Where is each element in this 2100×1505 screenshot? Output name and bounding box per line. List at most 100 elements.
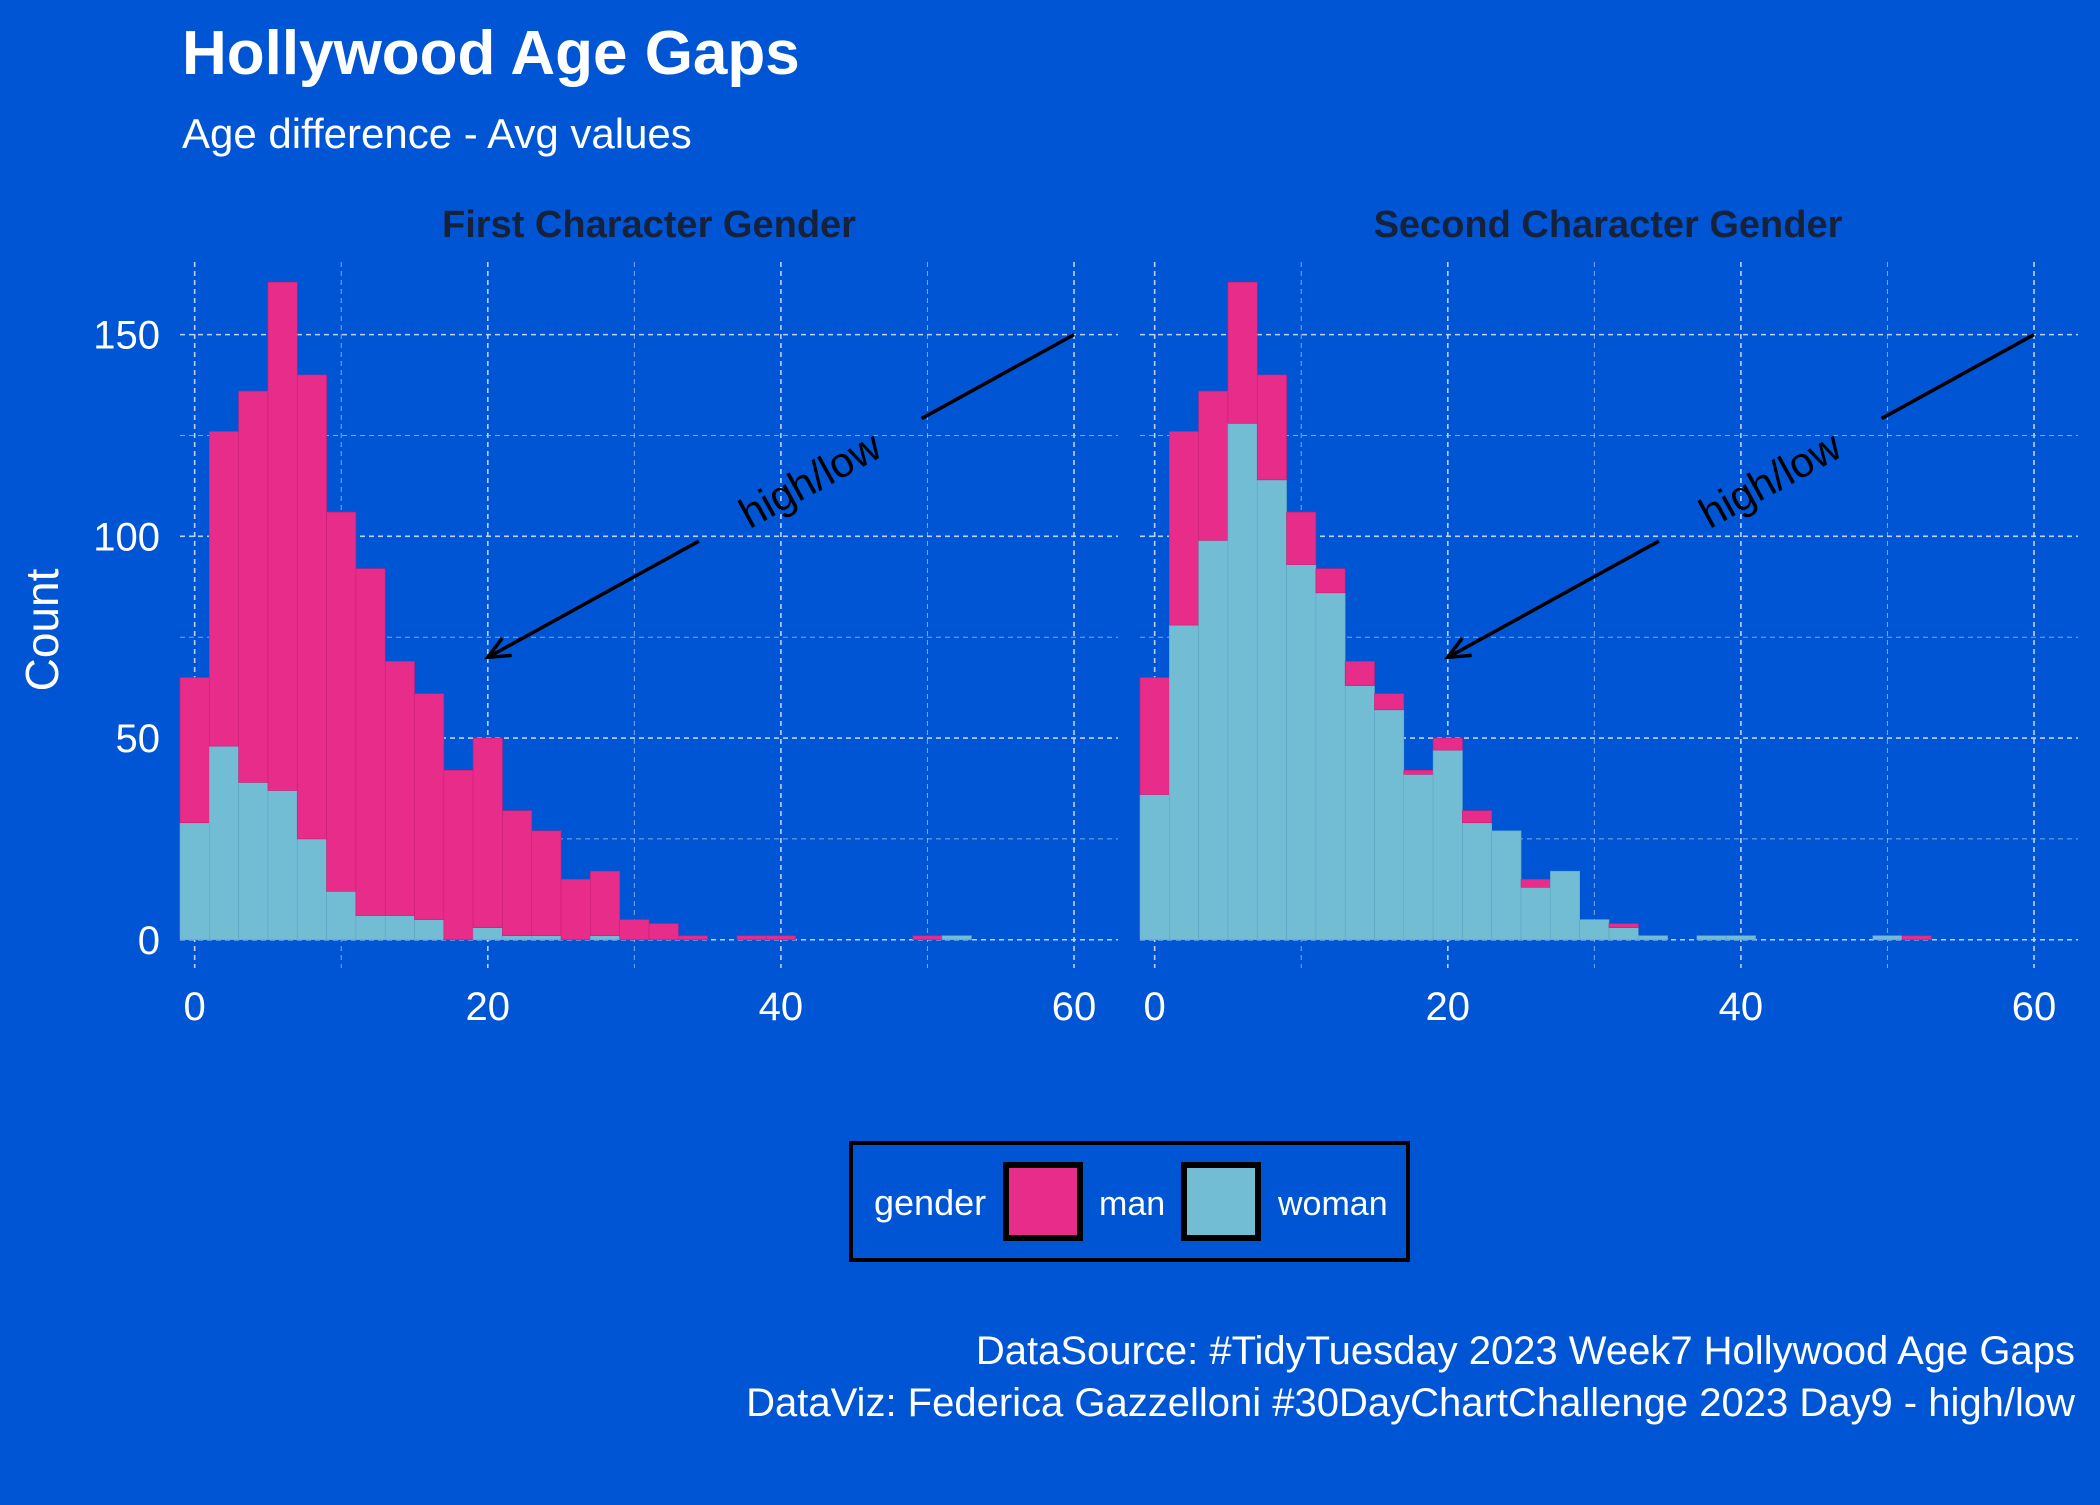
bars xyxy=(1139,281,1932,941)
caption-source: DataSource: #TidyTuesday 2023 Week7 Holl… xyxy=(976,1329,2075,1373)
bar-woman xyxy=(1432,749,1463,941)
panel-strip-first: First Character Gender xyxy=(442,204,856,246)
bar-man xyxy=(560,878,591,941)
bar-woman xyxy=(472,927,503,941)
x-axis: 0 20 40 60 xyxy=(1144,985,2057,1029)
y-tick-label: 50 xyxy=(116,717,161,761)
bar-woman xyxy=(531,935,562,941)
bar-man xyxy=(619,919,650,941)
x-tick-label: 60 xyxy=(2012,985,2057,1029)
bar-man xyxy=(443,770,474,941)
x-tick-label: 20 xyxy=(466,985,511,1029)
legend-key-woman xyxy=(1181,1162,1261,1241)
bar-woman xyxy=(1374,709,1405,941)
x-tick-label: 60 xyxy=(1052,985,1097,1029)
caption-credit: DataViz: Federica Gazzelloni #30DayChart… xyxy=(746,1381,2075,1425)
bar-man xyxy=(238,390,269,783)
bar-man xyxy=(1901,935,1932,941)
bar-man xyxy=(1608,923,1639,928)
bar-woman xyxy=(296,838,327,941)
y-tick-label: 0 xyxy=(138,919,160,963)
chart-subtitle: Age difference - Avg values xyxy=(182,110,692,157)
bar-woman xyxy=(1696,935,1727,941)
bar-woman xyxy=(384,915,415,941)
annotation-arrow-line xyxy=(1446,539,1660,659)
legend-label-woman: woman xyxy=(1277,1185,1388,1223)
bar-woman xyxy=(1872,935,1903,941)
bar-man xyxy=(1227,281,1258,424)
y-axis: 0 50 100 150 xyxy=(93,314,160,963)
annotation-arrow-line xyxy=(1880,333,2035,421)
bar-woman xyxy=(1462,822,1493,941)
bar-woman xyxy=(1344,685,1375,941)
bar-woman xyxy=(941,935,972,941)
bar-man xyxy=(414,693,445,920)
bar-man xyxy=(736,935,767,941)
bar-man xyxy=(209,431,239,747)
bar-woman xyxy=(1491,830,1522,941)
bar-man xyxy=(1462,810,1493,824)
x-tick-label: 40 xyxy=(1719,985,1764,1029)
bar-man xyxy=(179,677,210,824)
bar-woman xyxy=(1579,919,1610,941)
bar-man xyxy=(1403,770,1434,775)
bar-man xyxy=(1139,677,1170,795)
legend-label-man: man xyxy=(1099,1185,1165,1223)
chart-title: Hollywood Age Gaps xyxy=(182,19,800,88)
bar-man xyxy=(502,810,533,937)
bar-woman xyxy=(1608,927,1639,941)
bar-man xyxy=(1374,693,1405,711)
x-axis: 0 20 40 60 xyxy=(184,985,1097,1029)
legend: gender man woman xyxy=(849,1141,1410,1262)
bar-man xyxy=(1256,374,1287,481)
bar-man xyxy=(355,568,386,916)
bar-woman xyxy=(1169,624,1199,941)
bar-man xyxy=(765,935,796,941)
x-tick-label: 20 xyxy=(1426,985,1471,1029)
bar-woman xyxy=(355,915,386,941)
bar-woman xyxy=(179,822,210,941)
bar-woman xyxy=(267,790,298,941)
y-axis-label: Count xyxy=(16,568,68,691)
legend-key-man xyxy=(1003,1162,1083,1241)
annotation-arrow-line xyxy=(920,333,1075,421)
bar-woman xyxy=(1315,592,1346,941)
bar-man xyxy=(1432,737,1463,751)
y-tick-label: 150 xyxy=(93,314,160,358)
bar-woman xyxy=(590,935,620,941)
bar-woman xyxy=(502,935,533,941)
bar-woman xyxy=(238,782,269,941)
bar-man xyxy=(912,935,943,941)
bar-woman xyxy=(414,919,445,941)
bar-man xyxy=(472,737,503,928)
legend-title: gender xyxy=(874,1182,986,1223)
bar-man xyxy=(1344,661,1375,686)
annotation-arrow-line xyxy=(486,539,700,659)
bar-woman xyxy=(1256,479,1287,941)
bar-man xyxy=(267,281,298,791)
bar-woman xyxy=(1198,540,1229,941)
bar-man xyxy=(326,511,357,892)
x-tick-label: 0 xyxy=(184,985,206,1029)
x-tick-label: 0 xyxy=(1144,985,1166,1029)
bar-woman xyxy=(1725,935,1756,941)
bar-man xyxy=(296,374,327,840)
bar-man xyxy=(1198,390,1229,541)
bars xyxy=(179,281,972,941)
bar-woman xyxy=(1638,935,1668,941)
bar-man xyxy=(1169,431,1199,626)
panel-strip-second: Second Character Gender xyxy=(1374,204,1843,246)
bar-man xyxy=(531,830,562,937)
y-tick-label: 100 xyxy=(93,515,160,559)
annotation-arrow-head xyxy=(484,637,512,660)
bar-woman xyxy=(1286,564,1317,941)
annotation-arrow-head xyxy=(1444,637,1472,660)
bar-woman xyxy=(1139,794,1170,941)
bar-man xyxy=(590,870,620,937)
bar-man xyxy=(678,935,708,941)
bar-man xyxy=(1286,511,1317,565)
bar-woman xyxy=(326,891,357,941)
bar-man xyxy=(1520,878,1551,888)
